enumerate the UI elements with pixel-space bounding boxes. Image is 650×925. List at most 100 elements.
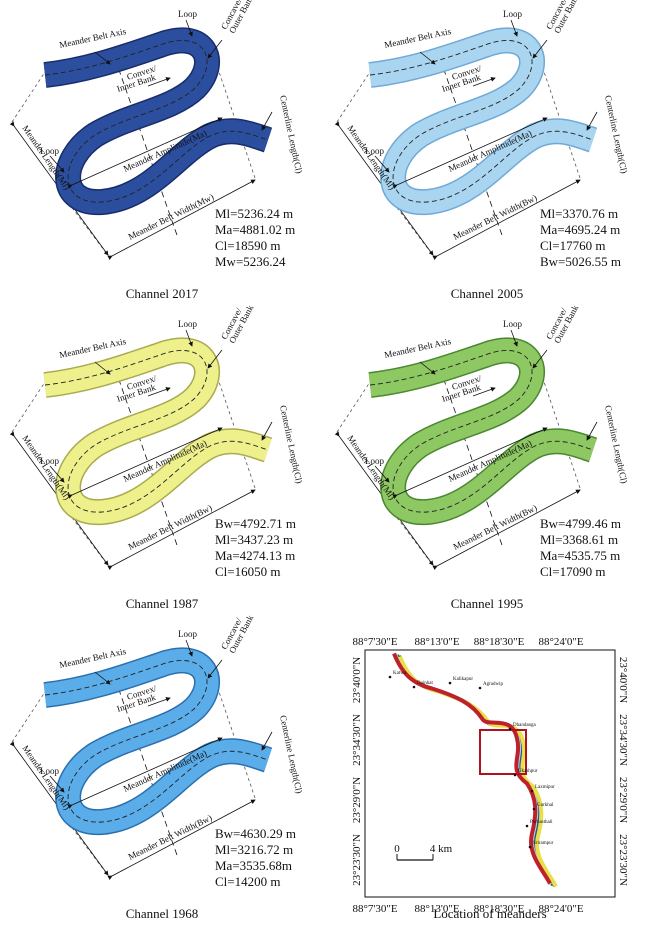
town-marker xyxy=(388,675,392,679)
lon-top: 88°18'30"E xyxy=(474,636,525,648)
label: Ml=5236.24 m xyxy=(215,206,293,221)
label: Bw=4792.71 m xyxy=(215,516,296,531)
guide-line xyxy=(11,691,46,743)
town-label: Katwa xyxy=(393,671,407,676)
river-fill xyxy=(43,338,272,524)
town-label: Gurkhal xyxy=(537,803,554,808)
label: Cl=14200 m xyxy=(215,874,280,889)
pointer-arrow xyxy=(586,111,598,131)
town-label: Laxmipur xyxy=(535,785,555,790)
pointer-arrow xyxy=(207,659,223,679)
label: Loop xyxy=(40,766,59,776)
lon-bottom: 88°18'30"E xyxy=(474,903,525,915)
label: Ml=3216.72 m xyxy=(215,842,293,857)
pointer-arrow xyxy=(261,111,273,131)
lat-right: 23°29'0"N xyxy=(617,777,629,823)
lat-left: 23°40'0"N xyxy=(351,657,363,703)
label: Bw=4799.46 m xyxy=(540,516,621,531)
label: Ml=3437.23 m xyxy=(215,532,293,547)
pointer-arrow xyxy=(261,731,273,751)
pointer-arrow xyxy=(510,329,518,347)
map-caption: Location of meanders xyxy=(433,906,546,921)
pointer-arrow xyxy=(147,77,171,87)
town-label: Dhandanga xyxy=(513,723,537,728)
guide-line xyxy=(11,381,46,433)
river-fill xyxy=(368,338,597,524)
pointer-arrow xyxy=(419,361,436,375)
label: Bw=4630.29 m xyxy=(215,826,296,841)
pointer-arrow xyxy=(49,155,65,173)
label: Channel 1968 xyxy=(126,906,199,921)
belt-axis-line xyxy=(436,359,504,549)
pointer-arrow xyxy=(207,39,223,59)
label: Centerline Length(Cl) xyxy=(278,94,304,174)
amplitude-arrow xyxy=(67,737,223,809)
label: Cl=17760 m xyxy=(540,238,605,253)
belt-axis-line xyxy=(111,359,179,549)
lat-left: 23°23'30"N xyxy=(351,834,363,886)
width-arrow xyxy=(432,489,581,570)
lon-top: 88°7'30"E xyxy=(352,636,397,648)
label: Loop xyxy=(178,319,197,329)
town-label: Kalikapur xyxy=(453,677,473,682)
width-arrow xyxy=(107,489,256,570)
pointer-arrow xyxy=(94,671,111,685)
town-marker xyxy=(478,686,482,690)
town-marker xyxy=(448,681,452,685)
amplitude-arrow xyxy=(67,117,223,189)
lon-bottom: 88°13'0"E xyxy=(414,903,459,915)
lat-right: 23°40'0"N xyxy=(617,657,629,703)
label: Ma=3535.68m xyxy=(215,858,292,873)
river-fill xyxy=(43,28,272,214)
pointer-arrow xyxy=(94,361,111,375)
belt-axis-line xyxy=(111,49,179,239)
amplitude-arrow xyxy=(392,117,548,189)
town-label: Srirampur xyxy=(533,841,554,846)
width-arrow xyxy=(107,799,256,880)
lon-bottom: 88°24'0"E xyxy=(538,903,583,915)
town-label: Purbasthali xyxy=(530,820,553,825)
pointer-arrow xyxy=(185,19,193,37)
map-river xyxy=(392,652,552,885)
label: Loop xyxy=(40,456,59,466)
study-area xyxy=(479,729,527,775)
pointer-arrow xyxy=(419,51,436,65)
label: Centerline Length(Cl) xyxy=(603,404,629,484)
amplitude-arrow xyxy=(392,427,548,499)
lat-right: 23°34'30"N xyxy=(617,714,629,766)
town-marker xyxy=(528,845,532,849)
town-marker xyxy=(525,824,529,828)
belt-axis-line xyxy=(111,669,179,859)
pointer-arrow xyxy=(49,465,65,483)
label: Loop xyxy=(40,146,59,156)
pointer-arrow xyxy=(147,387,171,397)
label: Cl=16050 m xyxy=(215,564,280,579)
label: Cl=18590 m xyxy=(215,238,280,253)
label: Ml=3370.76 m xyxy=(540,206,618,221)
town-marker xyxy=(513,773,517,777)
label: Loop xyxy=(503,319,522,329)
pointer-arrow xyxy=(374,155,390,173)
pointer-arrow xyxy=(185,329,193,347)
lon-top: 88°24'0"E xyxy=(538,636,583,648)
label: Channel 2017 xyxy=(126,286,199,301)
width-arrow xyxy=(432,179,581,260)
label: Loop xyxy=(365,146,384,156)
pointer-arrow xyxy=(147,697,171,707)
label: Loop xyxy=(365,456,384,466)
label: Ml=3368.61 m xyxy=(540,532,618,547)
width-arrow xyxy=(107,179,256,260)
lat-right: 23°23'30"N xyxy=(617,834,629,886)
pointer-arrow xyxy=(532,349,548,369)
river-fill xyxy=(368,28,597,214)
label: Ma=4274.13 m xyxy=(215,548,295,563)
label: Bw=5026.55 m xyxy=(540,254,621,269)
label: Channel 2005 xyxy=(451,286,524,301)
lon-bottom: 88°7'30"E xyxy=(352,903,397,915)
lon-top: 88°13'0"E xyxy=(414,636,459,648)
